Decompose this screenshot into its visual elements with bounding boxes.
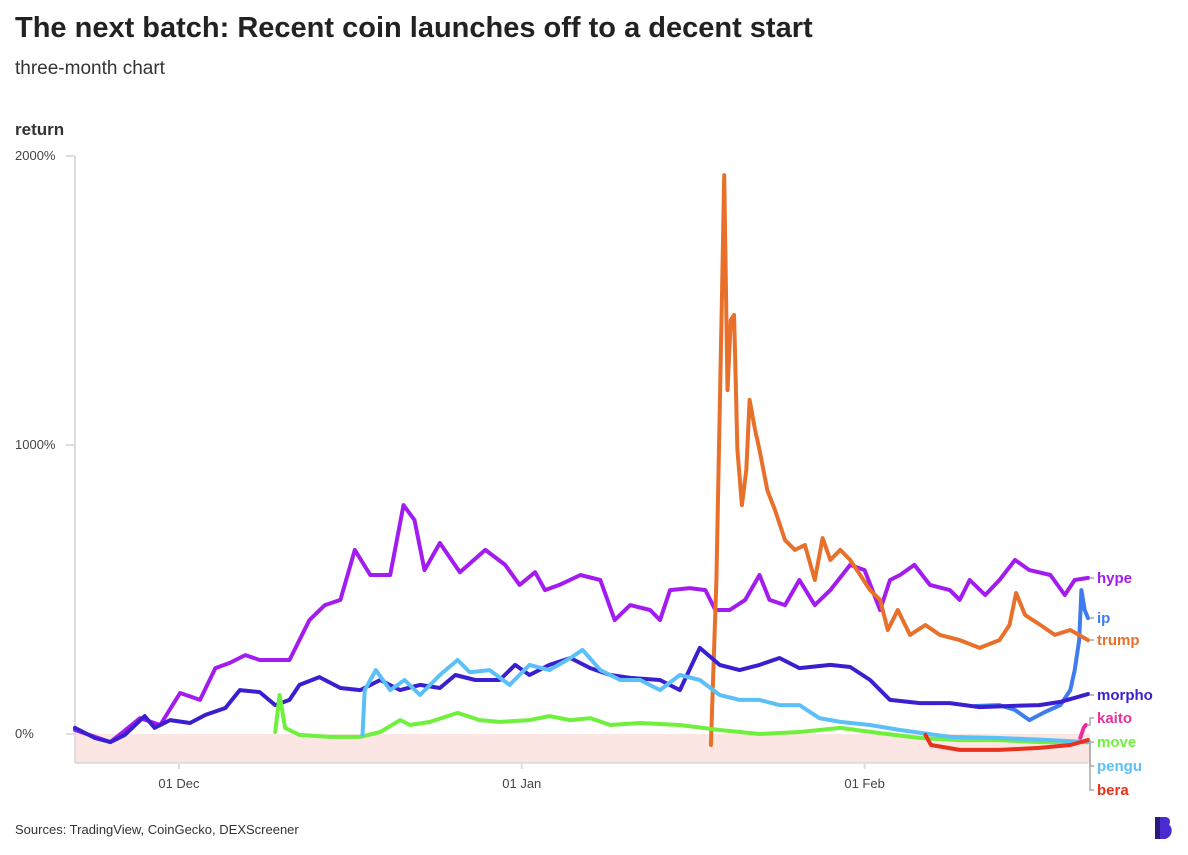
- series-line-hype: [73, 503, 1090, 745]
- series-line-kaito: [1078, 723, 1088, 740]
- series-label-trump: trump: [1097, 632, 1140, 649]
- x-tick-label: 01 Jan: [502, 776, 541, 791]
- series-label-hype: hype: [1097, 570, 1132, 587]
- label-leader-bera: [1089, 740, 1094, 791]
- y-tick-label: 1000%: [15, 437, 56, 452]
- y-axis-label: return: [15, 120, 65, 139]
- chart-subtitle: three-month chart: [15, 58, 165, 79]
- series-label-move: move: [1097, 734, 1136, 751]
- source-note: Sources: TradingView, CoinGecko, DEXScre…: [15, 822, 299, 837]
- series-label-kaito: kaito: [1097, 710, 1132, 727]
- label-leader-kaito: [1087, 717, 1094, 726]
- series-label-pengu: pengu: [1097, 758, 1142, 775]
- x-tick-label: 01 Feb: [844, 776, 884, 791]
- brand-logo-icon: [1155, 817, 1172, 839]
- series-line-pengu: [360, 647, 1090, 745]
- y-tick-label: 2000%: [15, 148, 56, 163]
- series-label-morpho: morpho: [1097, 687, 1153, 704]
- label-leader-morpho: [1089, 694, 1094, 696]
- series-line-ip: [973, 588, 1090, 723]
- series-label-bera: bera: [1097, 782, 1129, 799]
- series-line-trump: [708, 173, 1090, 747]
- chart-title: The next batch: Recent coin launches off…: [15, 12, 813, 44]
- series-line-move: [273, 693, 1090, 745]
- series-label-ip: ip: [1097, 610, 1110, 627]
- y-tick-label: 0%: [15, 726, 34, 741]
- x-tick-label: 01 Dec: [158, 776, 200, 791]
- series-line-morpho: [73, 645, 1090, 745]
- series-line-bera: [923, 732, 1090, 752]
